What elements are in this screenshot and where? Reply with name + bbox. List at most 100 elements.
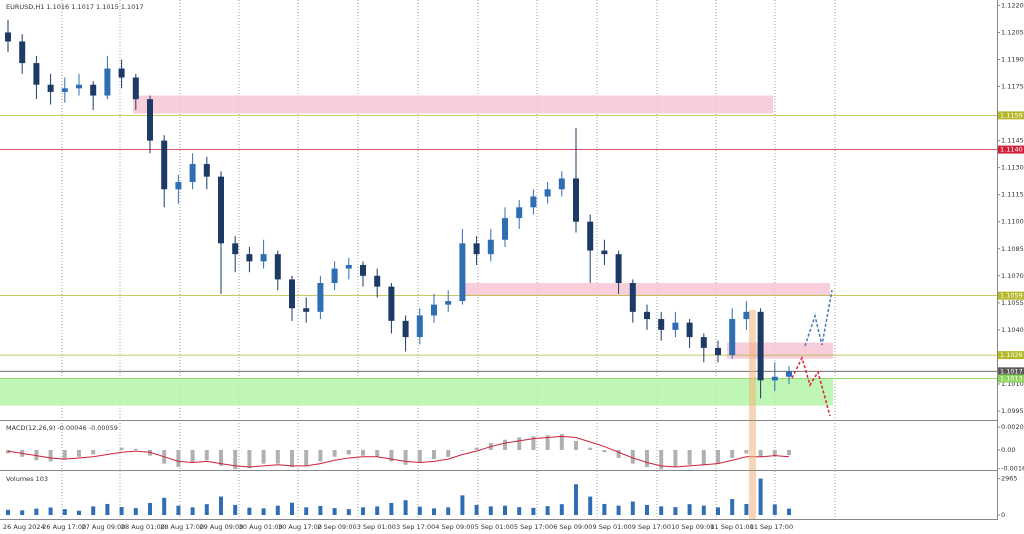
bar bbox=[716, 507, 720, 515]
x-tick-label: 9 Sep 01:00 bbox=[593, 523, 632, 531]
candle-body bbox=[530, 196, 537, 208]
candle-body bbox=[132, 77, 139, 100]
x-tick-label: 28 Aug 17:00 bbox=[160, 523, 204, 531]
bar bbox=[77, 449, 81, 457]
bar bbox=[446, 507, 451, 515]
bar bbox=[645, 504, 649, 515]
x-tick-label: 26 Aug 17:00 bbox=[42, 523, 86, 531]
forecast-down bbox=[791, 355, 831, 417]
bar bbox=[545, 435, 550, 450]
bar bbox=[219, 496, 223, 515]
bar bbox=[432, 449, 436, 460]
candle-body bbox=[33, 63, 40, 85]
level-label-box bbox=[998, 145, 1024, 154]
bar bbox=[77, 510, 81, 515]
candle-body bbox=[5, 32, 11, 42]
x-tick-label: 11 Sep 01:00 bbox=[710, 523, 753, 531]
y-tick-label: 1.1085 bbox=[1001, 245, 1024, 253]
bar bbox=[673, 507, 678, 515]
x-tick-label: 6 Sep 09:00 bbox=[553, 523, 592, 531]
bar bbox=[91, 449, 96, 455]
zone bbox=[460, 283, 830, 296]
bar bbox=[275, 449, 280, 464]
bar bbox=[389, 502, 394, 515]
bar bbox=[446, 449, 451, 457]
candle-body bbox=[402, 320, 409, 338]
candle-body bbox=[757, 311, 764, 381]
candle-body bbox=[345, 264, 352, 269]
bar bbox=[758, 449, 763, 457]
bar bbox=[417, 506, 422, 515]
candle-body bbox=[331, 268, 338, 284]
candle-body bbox=[771, 376, 778, 381]
bar bbox=[772, 449, 777, 456]
bar bbox=[332, 449, 337, 457]
y-tick-label: 0.00202 bbox=[1001, 423, 1024, 431]
level-label: 1.1059 bbox=[1000, 292, 1023, 300]
bar bbox=[148, 502, 152, 515]
x-tick-label: 3 Sep 17:00 bbox=[396, 523, 435, 531]
bar bbox=[389, 449, 394, 462]
bar bbox=[62, 509, 67, 515]
bar bbox=[531, 507, 536, 515]
bar bbox=[162, 497, 167, 515]
bar bbox=[432, 508, 436, 515]
candle-body bbox=[76, 84, 82, 89]
y-tick-label: 1.1040 bbox=[1001, 326, 1024, 334]
bar bbox=[744, 449, 749, 454]
level-label: 1.1013 bbox=[1000, 375, 1023, 383]
x-tick-label: 3 Sep 01:00 bbox=[357, 523, 396, 531]
zone bbox=[727, 342, 833, 359]
bar bbox=[417, 449, 422, 463]
y-tick-label: 1.1010 bbox=[1001, 380, 1024, 388]
bar bbox=[261, 508, 266, 515]
bar bbox=[701, 505, 706, 515]
x-tick-label: 29 Aug 09:00 bbox=[200, 523, 244, 531]
x-tick-label: 5 Sep 17:00 bbox=[514, 523, 553, 531]
x-tick-label: 26 Aug 2024 bbox=[3, 523, 45, 531]
bar bbox=[460, 449, 465, 451]
x-tick-label: 30 Aug 17:00 bbox=[278, 523, 322, 531]
candle-body bbox=[587, 221, 594, 251]
x-tick-label: 2 Sep 09:00 bbox=[317, 523, 356, 531]
bar bbox=[730, 449, 735, 458]
bar bbox=[48, 449, 53, 462]
bar bbox=[602, 449, 607, 453]
y-tick-label: 1.1055 bbox=[1001, 299, 1024, 307]
y-tick-label: 1.1205 bbox=[1001, 28, 1024, 36]
bar bbox=[62, 449, 67, 460]
bar bbox=[616, 505, 621, 515]
candle-body bbox=[473, 243, 480, 255]
x-tick-label: 4 Sep 09:00 bbox=[435, 523, 474, 531]
y-tick-label: 1.1190 bbox=[1001, 55, 1024, 63]
bar bbox=[517, 507, 522, 515]
bar bbox=[474, 447, 479, 450]
bar bbox=[148, 449, 152, 456]
y-tick-label: 0.00 bbox=[1001, 446, 1015, 454]
candle-body bbox=[147, 99, 153, 141]
y-tick-label: 1.1220 bbox=[1001, 1, 1024, 9]
level-label-box bbox=[998, 367, 1024, 376]
y-tick-label: 1.1145 bbox=[1001, 137, 1024, 145]
bar bbox=[105, 503, 110, 515]
highlight-band bbox=[749, 310, 756, 520]
candle-body bbox=[203, 164, 210, 177]
candle-body bbox=[232, 243, 239, 255]
y-tick-label: 1.1115 bbox=[1001, 191, 1024, 199]
bar bbox=[361, 507, 365, 515]
bar bbox=[687, 504, 692, 515]
bar bbox=[176, 505, 181, 515]
candle-body bbox=[487, 239, 494, 255]
bar bbox=[488, 506, 493, 515]
bar bbox=[204, 504, 209, 515]
bar bbox=[332, 508, 337, 515]
level-label: 1.1140 bbox=[1000, 146, 1023, 154]
y-tick-label: 2965 bbox=[1001, 475, 1018, 483]
bar bbox=[290, 449, 294, 468]
bar bbox=[701, 449, 706, 465]
bar bbox=[261, 449, 266, 464]
candle-body bbox=[516, 207, 523, 219]
y-tick-label: 1.1070 bbox=[1001, 272, 1024, 280]
bar bbox=[346, 509, 351, 515]
